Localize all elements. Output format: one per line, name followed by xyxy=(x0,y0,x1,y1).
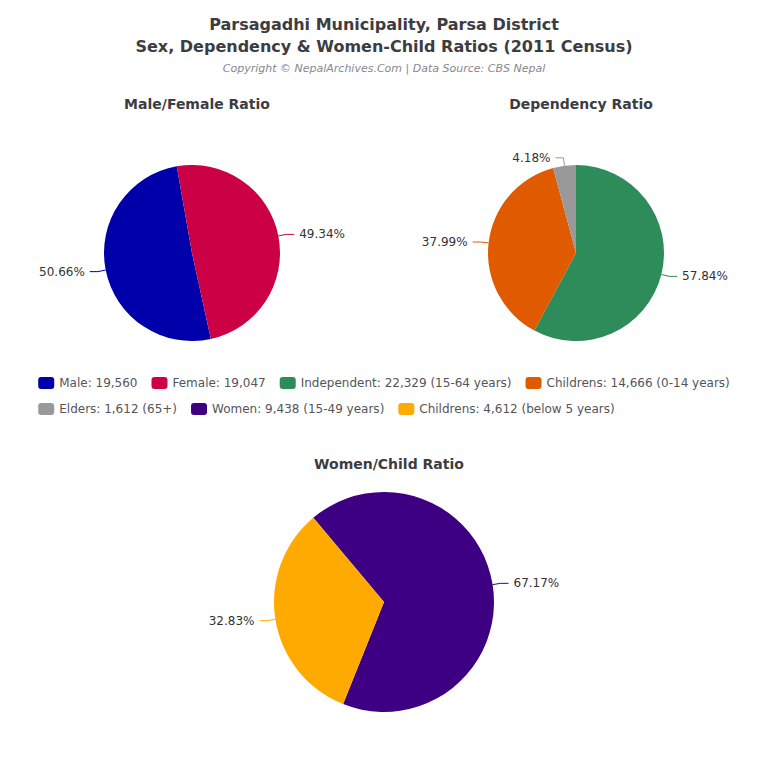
svg-text:Female: 19,047: Female: 19,047 xyxy=(172,376,265,390)
svg-text:49.34%: 49.34% xyxy=(299,227,345,241)
svg-text:32.83%: 32.83% xyxy=(209,614,255,628)
svg-text:37.99%: 37.99% xyxy=(422,235,468,249)
svg-text:Childrens: 4,612 (below 5 year: Childrens: 4,612 (below 5 years) xyxy=(419,402,614,416)
svg-text:Women: 9,438 (15-49 years): Women: 9,438 (15-49 years) xyxy=(212,402,384,416)
svg-text:Male: 19,560: Male: 19,560 xyxy=(59,376,137,390)
svg-text:Independent: 22,329 (15-64 yea: Independent: 22,329 (15-64 years) xyxy=(301,376,512,390)
svg-text:57.84%: 57.84% xyxy=(682,269,728,283)
svg-text:Childrens: 14,666 (0-14 years): Childrens: 14,666 (0-14 years) xyxy=(547,376,730,390)
svg-text:Sex, Dependency & Women-Child: Sex, Dependency & Women-Child Ratios (20… xyxy=(135,37,632,56)
svg-text:Women/Child Ratio: Women/Child Ratio xyxy=(314,456,464,472)
svg-text:Dependency Ratio: Dependency Ratio xyxy=(509,96,653,112)
svg-text:50.66%: 50.66% xyxy=(39,265,85,279)
svg-text:4.18%: 4.18% xyxy=(512,151,550,165)
svg-text:Male/Female Ratio: Male/Female Ratio xyxy=(124,96,270,112)
svg-text:Elders: 1,612 (65+): Elders: 1,612 (65+) xyxy=(59,402,177,416)
svg-text:Parsagadhi Municipality, Parsa: Parsagadhi Municipality, Parsa District xyxy=(209,15,559,34)
svg-text:Copyright © NepalArchives.Com: Copyright © NepalArchives.Com | Data Sou… xyxy=(223,62,545,75)
svg-text:67.17%: 67.17% xyxy=(514,576,560,590)
